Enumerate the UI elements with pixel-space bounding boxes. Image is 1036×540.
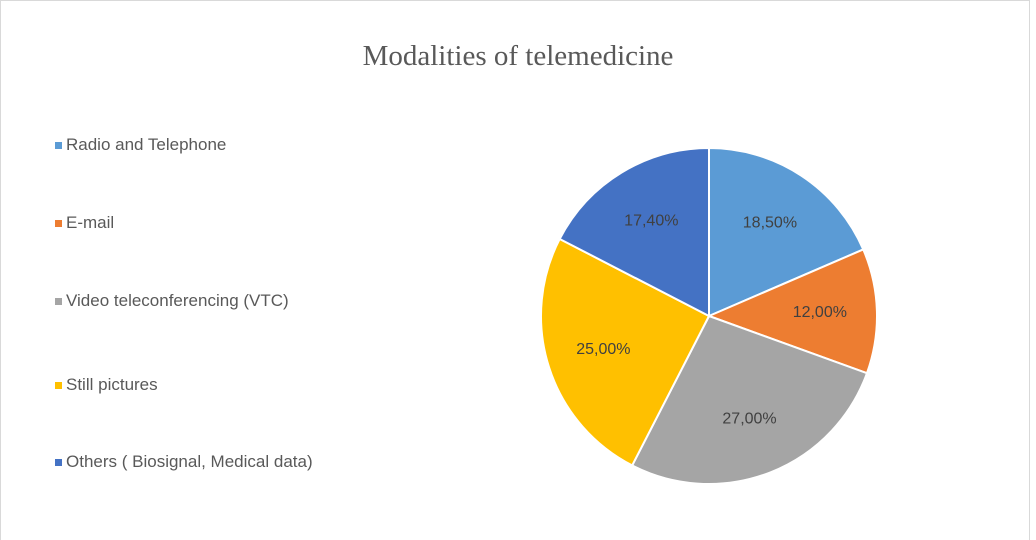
legend-swatch: [55, 298, 62, 305]
data-label: 27,00%: [722, 410, 776, 427]
legend-swatch: [55, 142, 62, 149]
pie-slice: [706, 248, 878, 375]
legend-swatch: [55, 382, 62, 389]
legend-label: Others ( Biosignal, Medical data): [66, 452, 313, 471]
legend-label: E-mail: [66, 213, 115, 232]
legend-label: Still pictures: [66, 375, 158, 394]
pie-slice: [558, 146, 710, 318]
pie-slice: [708, 146, 865, 318]
legend-label: Video teleconferencing (VTC): [66, 291, 289, 310]
pie-slice: [540, 237, 711, 467]
data-label: 12,00%: [793, 304, 847, 321]
pie-slice: [630, 314, 869, 485]
chart-title: Modalities of telemedicine: [362, 40, 674, 72]
data-label: 17,40%: [624, 213, 678, 230]
legend-swatch: [55, 220, 62, 227]
legend-label: Radio and Telephone: [66, 135, 227, 154]
legend-swatch: [55, 459, 62, 466]
data-label: 25,00%: [576, 341, 630, 358]
data-label: 18,50%: [743, 215, 797, 232]
